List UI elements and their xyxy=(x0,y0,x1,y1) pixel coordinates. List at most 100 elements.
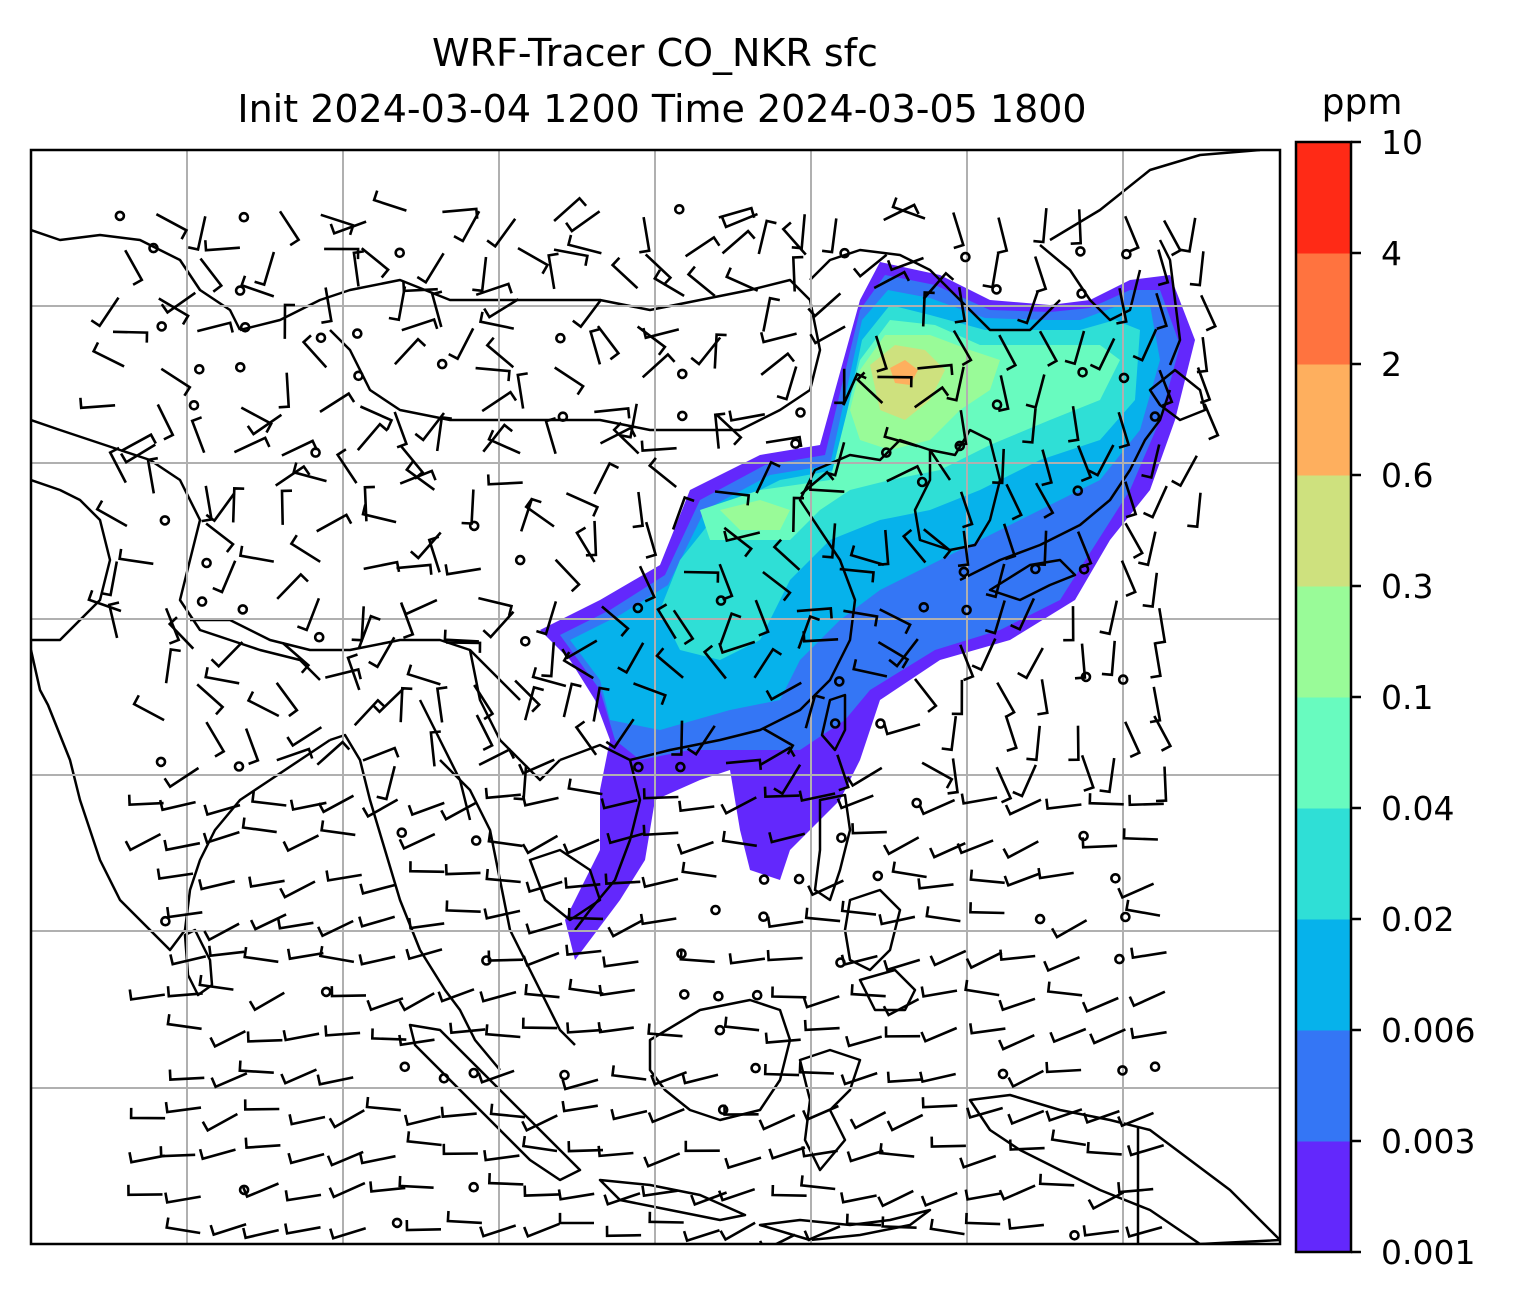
wind-barb xyxy=(205,492,236,523)
wind-barb xyxy=(633,682,667,706)
wind-barb xyxy=(1088,793,1124,806)
wind-barb xyxy=(524,983,560,999)
coastline-vietnam xyxy=(559,743,642,931)
wind-calm-marker xyxy=(839,247,850,259)
wind-barb xyxy=(407,917,445,930)
wind-barb xyxy=(1088,444,1115,477)
wind-barb xyxy=(568,978,604,995)
wind-calm-marker xyxy=(714,1024,726,1036)
wind-calm-marker xyxy=(911,797,923,809)
wind-barb xyxy=(567,907,604,921)
wind-barb xyxy=(388,286,407,322)
wind-barb xyxy=(594,406,631,419)
wind-barb xyxy=(398,1034,435,1047)
wind-barb xyxy=(1010,597,1036,632)
wind-barb xyxy=(920,1191,958,1207)
colorbar-tick-label: 0.001 xyxy=(1381,1233,1475,1272)
wind-barb xyxy=(1117,882,1155,900)
wind-barb xyxy=(922,528,953,560)
wind-barb xyxy=(440,801,477,821)
wind-barb xyxy=(521,1114,558,1133)
colorbar-swatch xyxy=(1296,1141,1351,1253)
wind-barb xyxy=(204,666,240,685)
wind-calm-marker xyxy=(436,358,448,370)
map-frame xyxy=(29,148,1282,1246)
wind-barb xyxy=(358,1152,396,1165)
coastline-myanmar xyxy=(329,733,501,1071)
wind-barb xyxy=(886,256,924,272)
wind-barb xyxy=(1141,444,1161,480)
wind-barb xyxy=(132,694,165,722)
wind-barb xyxy=(721,229,756,255)
wind-barb xyxy=(766,916,804,929)
wind-calm-marker xyxy=(1072,485,1084,497)
wind-calm-marker xyxy=(1117,1065,1128,1076)
wind-calm-marker xyxy=(678,989,690,1000)
wind-barb xyxy=(1045,1061,1082,1074)
wind-barb xyxy=(647,1107,685,1124)
wind-barb xyxy=(399,469,437,485)
wind-barb xyxy=(878,1143,915,1158)
wind-barb xyxy=(803,1225,841,1242)
wind-barb xyxy=(565,492,600,517)
wind-barb xyxy=(363,485,375,522)
wind-barb xyxy=(874,335,889,373)
wind-barb xyxy=(766,949,803,962)
wind-barb xyxy=(985,563,1006,599)
wind-barb xyxy=(521,1135,558,1153)
wind-barb xyxy=(679,949,715,964)
title-line2: Init 2024-03-04 1200 Time 2024-03-05 180… xyxy=(237,87,1086,131)
wind-calm-marker xyxy=(918,601,930,613)
border-indochina xyxy=(418,699,472,821)
wind-barb xyxy=(954,286,967,324)
wind-barb xyxy=(254,251,276,287)
wind-barb xyxy=(855,371,884,404)
wind-barb xyxy=(1022,408,1037,444)
wind-barb xyxy=(1099,600,1119,636)
wind-barb xyxy=(321,287,333,324)
wind-barb xyxy=(481,390,518,413)
colorbar-swatch xyxy=(1296,697,1351,809)
wind-barb xyxy=(771,986,807,999)
wind-barb xyxy=(886,1113,924,1132)
wind-barb xyxy=(475,366,511,382)
wind-barb xyxy=(842,372,867,406)
wind-barb xyxy=(286,948,324,961)
wind-barb xyxy=(429,730,441,767)
wind-barb xyxy=(403,1114,441,1127)
wind-barb xyxy=(317,794,355,814)
wind-barb xyxy=(205,721,226,758)
wind-barb xyxy=(882,997,920,1017)
wind-barb xyxy=(1007,1109,1045,1126)
wind-barb xyxy=(1087,1191,1125,1211)
wind-barb xyxy=(966,1106,1004,1120)
wind-barb xyxy=(1149,686,1162,724)
wind-barb xyxy=(671,495,695,530)
wind-barb xyxy=(437,988,475,1003)
wind-barb xyxy=(648,1211,684,1224)
wind-barb xyxy=(244,1137,281,1149)
wind-barb xyxy=(486,474,523,486)
wind-barb xyxy=(642,327,680,340)
wind-barb xyxy=(678,800,715,813)
wind-barb xyxy=(238,1060,274,1074)
wind-barb xyxy=(1150,642,1162,679)
wind-barb xyxy=(1130,947,1167,960)
wind-barb xyxy=(604,873,641,885)
wind-barb xyxy=(398,832,436,851)
wind-barb xyxy=(371,687,405,714)
wind-barb xyxy=(753,647,783,679)
wind-barb xyxy=(1037,867,1074,880)
wind-barb xyxy=(920,1026,958,1043)
wind-barb xyxy=(1002,840,1039,860)
colorbar-swatch xyxy=(1296,808,1351,920)
wind-calm-marker xyxy=(391,1217,403,1229)
wind-barb xyxy=(1153,715,1173,752)
wind-barb xyxy=(762,727,795,755)
wind-barb xyxy=(641,352,676,379)
wind-barb xyxy=(317,919,354,938)
wind-barb xyxy=(1142,572,1159,608)
wind-barb xyxy=(359,405,394,430)
wind-barb xyxy=(281,641,311,674)
wind-barb xyxy=(208,945,245,958)
